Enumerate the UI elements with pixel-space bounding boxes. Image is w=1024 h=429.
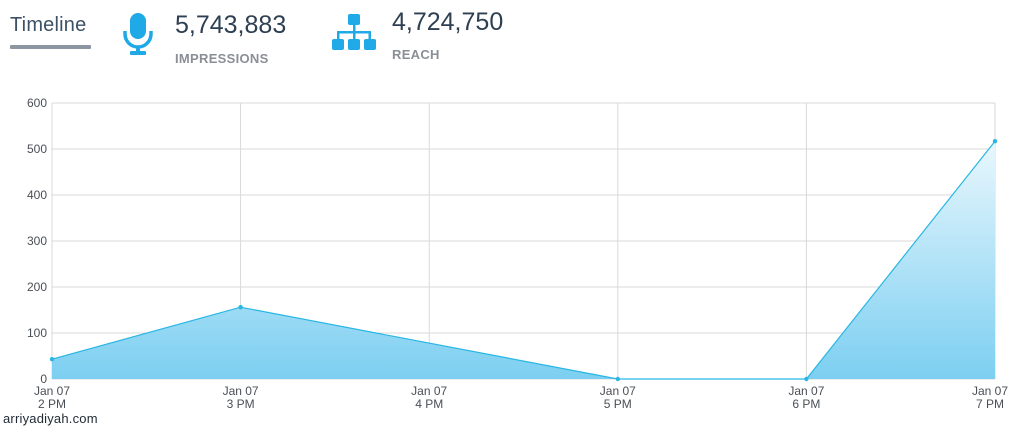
- data-point: [615, 376, 620, 382]
- microphone-icon: [122, 13, 154, 60]
- data-points: [49, 138, 998, 382]
- area-fill: [52, 141, 995, 379]
- reach-stat: 4,724,750 REACH: [330, 8, 530, 68]
- y-tick-label: 100: [27, 326, 47, 340]
- y-axis-labels: 0 100 200 300 400 500 600: [27, 96, 47, 386]
- sitemap-icon: [332, 14, 376, 57]
- data-point: [804, 376, 809, 382]
- x-tick-label: Jan 07 5 PM: [600, 384, 636, 411]
- x-tick-label: Jan 07 3 PM: [223, 384, 259, 411]
- y-tick-label: 0: [40, 372, 47, 386]
- active-tab-indicator: [10, 45, 91, 49]
- y-tick-label: 400: [27, 188, 47, 202]
- reach-label: REACH: [392, 47, 440, 62]
- watermark-text: arriyadiyah.com: [3, 411, 98, 426]
- y-tick-label: 500: [27, 142, 47, 156]
- data-point: [992, 138, 998, 144]
- x-axis-labels: Jan 07 2 PM Jan 07 3 PM Jan 07 4 PM Jan 07 5 PM…: [34, 384, 1008, 411]
- x-tick-label: Jan 07 4 PM: [411, 384, 447, 411]
- impressions-value: 5,743,883: [175, 11, 287, 39]
- data-point: [49, 357, 55, 362]
- reach-value: 4,724,750: [392, 8, 504, 36]
- tab-timeline[interactable]: Timeline: [10, 14, 87, 36]
- x-tick-label: Jan 07 6 PM: [788, 384, 824, 411]
- y-tick-label: 600: [27, 96, 47, 110]
- x-tick-label: Jan 07 7 PM: [972, 384, 1008, 411]
- impressions-stat: 5,743,883 IMPRESSIONS: [120, 8, 320, 68]
- y-tick-label: 200: [27, 280, 47, 294]
- impressions-label: IMPRESSIONS: [175, 51, 269, 66]
- y-tick-label: 300: [27, 234, 47, 248]
- x-tick-label: Jan 07 2 PM: [34, 384, 70, 411]
- data-point: [238, 305, 243, 310]
